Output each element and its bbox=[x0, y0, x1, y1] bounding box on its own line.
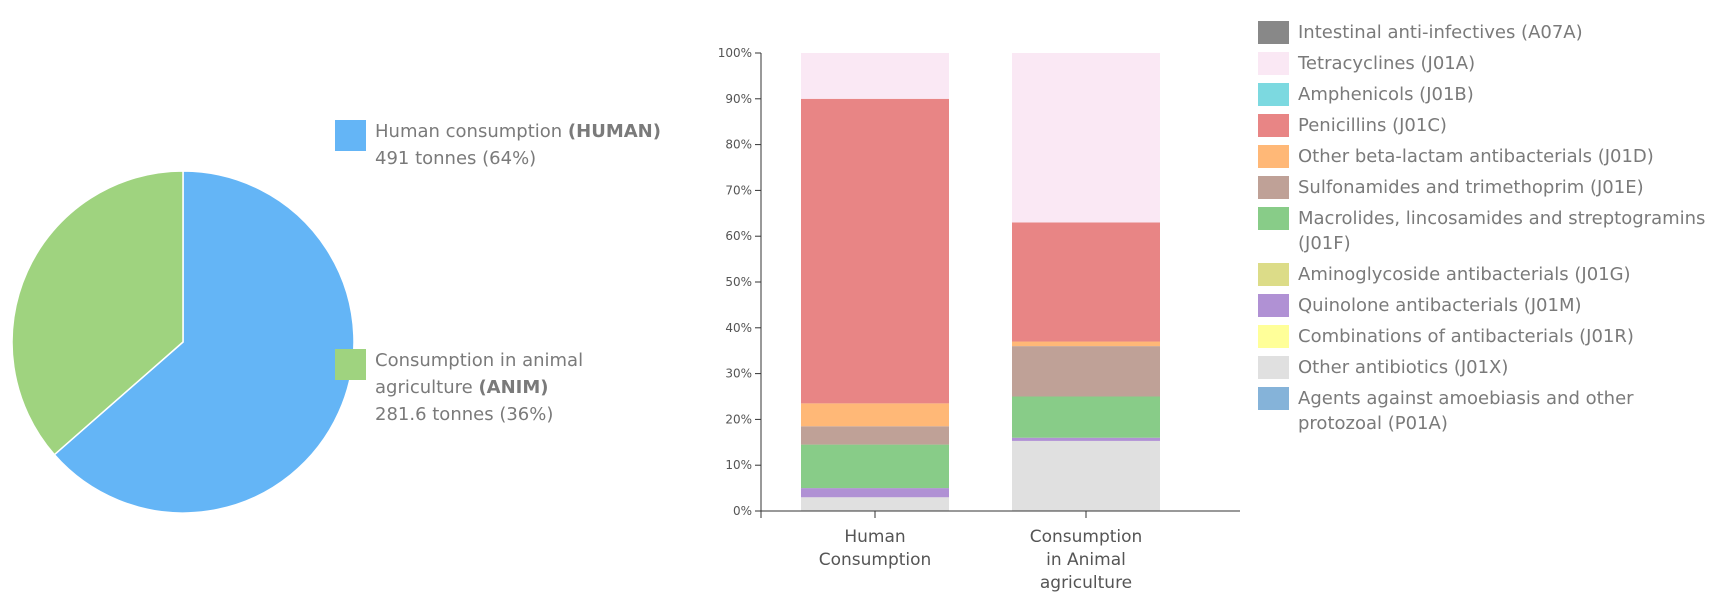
bar-segment bbox=[801, 444, 949, 489]
legend-item: Agents against amoebiasis and other prot… bbox=[1258, 386, 1718, 436]
legend-swatch bbox=[1258, 52, 1289, 75]
pie-legend-value-animal: 281.6 tonnes (36%) bbox=[375, 404, 554, 425]
legend-item: Other antibiotics (J01X) bbox=[1258, 355, 1718, 380]
legend-label: Amphenicols (J01B) bbox=[1298, 84, 1474, 105]
pie-slice-human bbox=[53, 170, 355, 514]
legend-swatch bbox=[1258, 325, 1289, 348]
bar-segment bbox=[801, 98, 949, 404]
pie-legend-human: Human consumption (HUMAN) 491 tonnes (64… bbox=[335, 118, 685, 172]
legend-label: Intestinal anti-infectives (A07A) bbox=[1298, 22, 1583, 43]
legend-swatch bbox=[1258, 263, 1289, 286]
y-tick-label: 30% bbox=[725, 367, 752, 381]
legend-label: Tetracyclines (J01A) bbox=[1298, 53, 1476, 74]
bar-segment bbox=[1012, 440, 1160, 511]
bar-legend: Intestinal anti-infectives (A07A) Tetracy… bbox=[1258, 20, 1718, 442]
pie-slice-animal bbox=[11, 170, 184, 456]
legend-swatch bbox=[1258, 145, 1289, 168]
bar-segment bbox=[1012, 341, 1160, 347]
pie-legend-animal: Consumption in animal agriculture (ANIM)… bbox=[335, 347, 605, 428]
legend-label: Agents against amoebiasis and other prot… bbox=[1298, 388, 1634, 434]
pie-legend-value-human: 491 tonnes (64%) bbox=[375, 148, 537, 169]
y-tick-label: 20% bbox=[725, 412, 752, 426]
bar-segment bbox=[801, 426, 949, 445]
bar-segment bbox=[1012, 222, 1160, 342]
legend-swatch bbox=[1258, 294, 1289, 317]
legend-swatch bbox=[1258, 83, 1289, 106]
bar-segment bbox=[801, 488, 949, 498]
pie-chart bbox=[11, 170, 355, 514]
pie-swatch-animal bbox=[335, 349, 366, 380]
legend-item: Intestinal anti-infectives (A07A) bbox=[1258, 20, 1718, 45]
y-tick-label: 100% bbox=[718, 46, 752, 60]
legend-label: Combinations of antibacterials (J01R) bbox=[1298, 326, 1634, 347]
y-tick-label: 70% bbox=[725, 183, 752, 197]
legend-swatch bbox=[1258, 114, 1289, 137]
y-tick-label: 50% bbox=[725, 275, 752, 289]
legend-swatch bbox=[1258, 387, 1289, 410]
legend-item: Tetracyclines (J01A) bbox=[1258, 51, 1718, 76]
legend-label: Quinolone antibacterials (J01M) bbox=[1298, 295, 1582, 316]
legend-label: Penicillins (J01C) bbox=[1298, 115, 1447, 136]
bar-segment bbox=[1012, 437, 1160, 441]
legend-label: Macrolides, lincosamides and streptogram… bbox=[1298, 208, 1706, 254]
y-tick-label: 40% bbox=[725, 321, 752, 335]
legend-label: Other beta-lactam antibacterials (J01D) bbox=[1298, 146, 1654, 167]
legend-item: Combinations of antibacterials (J01R) bbox=[1258, 324, 1718, 349]
legend-item: Quinolone antibacterials (J01M) bbox=[1258, 293, 1718, 318]
y-tick-label: 90% bbox=[725, 92, 752, 106]
bar-segment bbox=[801, 497, 949, 511]
x-category-label: Human Consumption bbox=[819, 527, 932, 570]
legend-item: Amphenicols (J01B) bbox=[1258, 82, 1718, 107]
pie-swatch-human bbox=[335, 120, 366, 151]
stacked-bar-chart: 0% 10% 20% 30% 40% 50% 60% 70% 80% 90% 100% Human Co… bbox=[718, 46, 1240, 593]
x-category-label: Consumption in Animal agriculture bbox=[1030, 527, 1143, 593]
legend-item: Penicillins (J01C) bbox=[1258, 113, 1718, 138]
bar-segment bbox=[1012, 396, 1160, 438]
legend-label: Other antibiotics (J01X) bbox=[1298, 357, 1509, 378]
legend-label: Aminoglycoside antibacterials (J01G) bbox=[1298, 264, 1631, 285]
y-tick-label: 10% bbox=[725, 458, 752, 472]
legend-item: Other beta-lactam antibacterials (J01D) bbox=[1258, 144, 1718, 169]
bar-segment bbox=[801, 53, 949, 99]
legend-label: Sulfonamides and trimethoprim (J01E) bbox=[1298, 177, 1644, 198]
legend-swatch bbox=[1258, 207, 1289, 230]
bar-segment bbox=[1012, 346, 1160, 397]
bar-segment bbox=[801, 403, 949, 427]
legend-item: Macrolides, lincosamides and streptogram… bbox=[1258, 206, 1718, 256]
y-tick-label: 80% bbox=[725, 138, 752, 152]
pie-legend-label-animal: Consumption in animal agriculture (ANIM) bbox=[375, 350, 584, 398]
legend-item: Aminoglycoside antibacterials (J01G) bbox=[1258, 262, 1718, 287]
legend-swatch bbox=[1258, 176, 1289, 199]
legend-swatch bbox=[1258, 21, 1289, 44]
bar-segment bbox=[1012, 53, 1160, 223]
y-tick-label: 0% bbox=[733, 504, 752, 518]
pie-legend-label-human: Human consumption (HUMAN) bbox=[375, 121, 661, 142]
legend-item: Sulfonamides and trimethoprim (J01E) bbox=[1258, 175, 1718, 200]
y-tick-label: 60% bbox=[725, 229, 752, 243]
legend-swatch bbox=[1258, 356, 1289, 379]
